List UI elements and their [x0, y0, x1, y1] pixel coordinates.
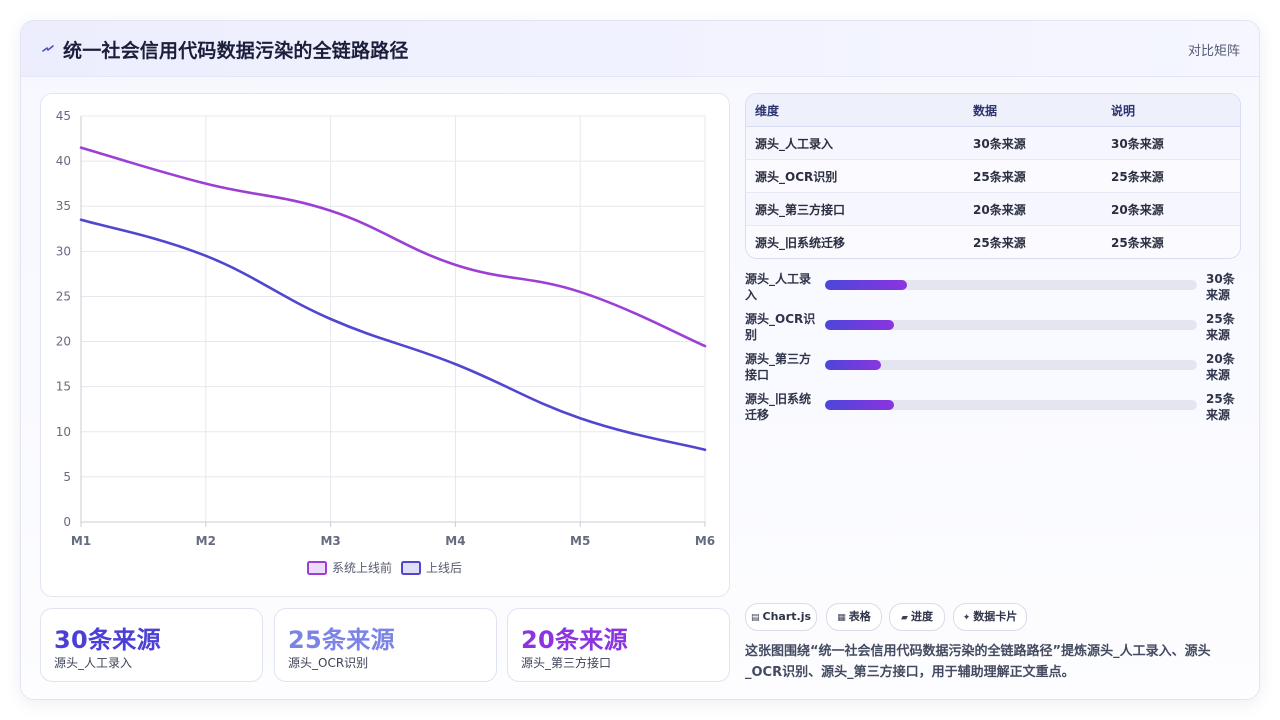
chip-label: 表格	[848, 610, 871, 623]
sparkle-icon: ✦	[962, 613, 971, 623]
chip-label: 数据卡片	[973, 610, 1018, 623]
progress-track	[825, 280, 1197, 290]
progress-label: 源头_旧系统迁移	[745, 392, 812, 422]
page-title: 统一社会信用代码数据污染的全链路路径	[63, 40, 409, 62]
table-header-data: 数据	[964, 94, 1102, 127]
progress-track	[825, 400, 1197, 410]
table-header-row: 维度 数据 说明	[746, 94, 1240, 127]
y-tick-label: 20	[56, 335, 71, 349]
chip-data-card[interactable]: ✦ 数据卡片	[953, 603, 1027, 631]
y-tick-label: 25	[56, 289, 71, 303]
progress-list: 源头_人工录入 30条来源 源头_OCR识别 25条来源 源头_第三方接口 20…	[745, 271, 1239, 431]
x-tick-label: M6	[695, 534, 715, 548]
x-tick-label: M4	[445, 534, 465, 548]
table-icon: ▦	[837, 613, 846, 623]
table-cell: 源头_第三方接口	[746, 192, 964, 226]
legend-label: 系统上线前	[332, 560, 392, 575]
stat-value: 25条来源	[288, 626, 395, 654]
table-row: 源头_OCR识别 25条来源 25条来源	[746, 159, 1240, 193]
progress-value: 20条来源	[1206, 352, 1235, 382]
y-tick-label: 30	[56, 244, 71, 258]
table-cell: 25条来源	[964, 225, 1102, 258]
y-tick-label: 35	[56, 199, 71, 213]
progress-track	[825, 320, 1197, 330]
table-header-note: 说明	[1102, 94, 1240, 127]
stat-value: 20条来源	[521, 626, 628, 654]
progress-label: 源头_OCR识别	[745, 312, 816, 342]
chip-label: 进度	[910, 610, 933, 623]
stat-card: 30条来源 源头_人工录入	[40, 608, 263, 682]
progress-fill	[825, 320, 894, 330]
table-cell: 源头_旧系统迁移	[746, 225, 964, 258]
y-tick-label: 45	[56, 109, 71, 123]
progress-value: 30条来源	[1206, 272, 1235, 302]
chip-chartjs[interactable]: ▤ Chart.js	[745, 603, 817, 631]
x-tick-label: M5	[570, 534, 590, 548]
stat-value: 30条来源	[54, 626, 161, 654]
y-tick-label: 10	[56, 425, 71, 439]
legend-swatch	[307, 561, 327, 575]
progress-fill	[825, 360, 881, 370]
progress-value: 25条来源	[1206, 312, 1235, 342]
line-chart-svg: 0 5 10 15 20 25 30 35 40 45 M1 M2 M3 M4 M5 M6 系统上线前 上线后	[56, 109, 715, 575]
legend-label: 上线后	[426, 561, 462, 575]
main-card: 统一社会信用代码数据污染的全链路路径 对比矩阵 0 5 10 15 20 25 30 35 40…	[20, 20, 1260, 700]
stat-card: 20条来源 源头_第三方接口	[507, 608, 730, 682]
progress-row: 源头_人工录入 30条来源	[745, 271, 1239, 311]
progress-value: 25条来源	[1206, 392, 1235, 422]
progress-label: 源头_人工录入	[745, 272, 812, 302]
progress-fill	[825, 400, 894, 410]
table-cell: 源头_人工录入	[746, 126, 964, 160]
legend-swatch	[401, 561, 421, 575]
table-row: 源头_旧系统迁移 25条来源 25条来源	[746, 225, 1240, 258]
stat-card: 25条来源 源头_OCR识别	[274, 608, 497, 682]
progress-row: 源头_旧系统迁移 25条来源	[745, 391, 1239, 431]
y-tick-label: 15	[56, 380, 71, 394]
y-tick-label: 40	[56, 154, 71, 168]
table-row: 源头_第三方接口 20条来源 20条来源	[746, 192, 1240, 226]
x-tick-label: M1	[71, 534, 91, 548]
series-line-1	[79, 146, 707, 348]
stat-label: 源头_OCR识别	[288, 656, 369, 670]
chip-progress[interactable]: ▰ 进度	[889, 603, 945, 631]
stat-label: 源头_人工录入	[54, 656, 133, 670]
view-mode-label[interactable]: 对比矩阵	[1187, 44, 1240, 59]
y-tick-label: 0	[63, 515, 71, 529]
progress-icon: ▰	[901, 613, 908, 623]
table-cell: 源头_OCR识别	[746, 159, 964, 193]
chip-table[interactable]: ▦ 表格	[826, 603, 882, 631]
table-cell: 25条来源	[1102, 159, 1240, 193]
progress-row: 源头_OCR识别 25条来源	[745, 311, 1239, 351]
lightning-icon	[42, 45, 54, 52]
y-tick-label: 5	[63, 470, 71, 484]
progress-label: 源头_第三方接口	[745, 352, 812, 382]
x-tick-label: M3	[320, 534, 340, 548]
table-header-dimension: 维度	[746, 94, 964, 127]
progress-row: 源头_第三方接口 20条来源	[745, 351, 1239, 391]
comparison-table: 维度 数据 说明 源头_人工录入 30条来源 30条来源 源头_OCR识别 25…	[745, 93, 1241, 259]
progress-track	[825, 360, 1197, 370]
table-cell: 20条来源	[964, 192, 1102, 226]
x-tick-label: M2	[196, 534, 216, 548]
chart-icon: ▤	[750, 613, 760, 623]
table-cell: 25条来源	[1102, 225, 1240, 258]
line-chart: 0 5 10 15 20 25 30 35 40 45 M1 M2 M3 M4 M5 M6 系统上线前 上线后	[40, 93, 730, 597]
table-cell: 30条来源	[1102, 126, 1240, 160]
header: 统一社会信用代码数据污染的全链路路径 对比矩阵	[21, 21, 1259, 77]
progress-fill	[825, 280, 907, 290]
series-line-2	[79, 218, 707, 452]
table-cell: 20条来源	[1102, 192, 1240, 226]
chip-label: Chart.js	[762, 610, 812, 623]
table-cell: 30条来源	[964, 126, 1102, 160]
stat-label: 源头_第三方接口	[521, 656, 612, 670]
table-row: 源头_人工录入 30条来源 30条来源	[746, 126, 1240, 160]
table-cell: 25条来源	[964, 159, 1102, 193]
chart-description: 这张图围绕“统一社会信用代码数据污染的全链路路径”提炼源头_人工录入、源头_OC…	[745, 644, 1211, 680]
